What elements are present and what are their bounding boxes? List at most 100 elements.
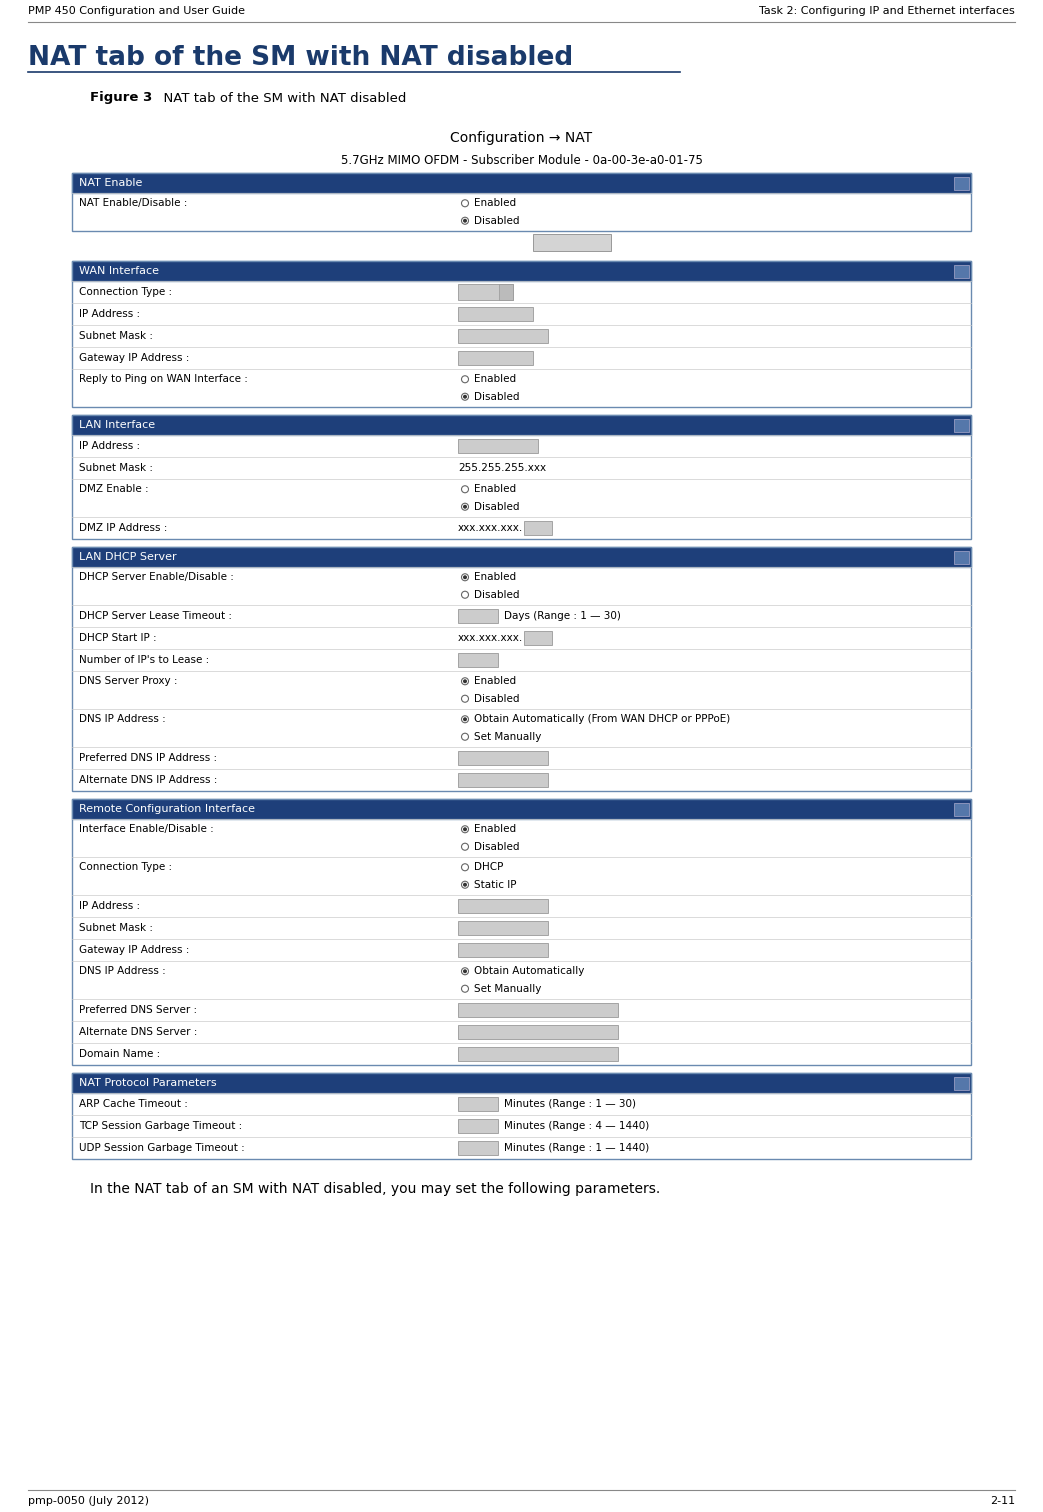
Bar <box>458 307 533 321</box>
Text: LAN DHCP Server: LAN DHCP Server <box>79 552 176 562</box>
Text: DMZ Enable :: DMZ Enable : <box>79 484 148 494</box>
Circle shape <box>461 715 468 723</box>
Bar <box>954 265 969 278</box>
Circle shape <box>461 591 468 599</box>
Text: DHCP: DHCP <box>474 862 504 872</box>
Text: 5.7GHz MIMO OFDM - Subscriber Module - 0a-00-3e-a0-01-75: 5.7GHz MIMO OFDM - Subscriber Module - 0… <box>341 154 702 166</box>
Text: Figure 3: Figure 3 <box>90 92 152 104</box>
Circle shape <box>461 503 468 510</box>
Text: ≡: ≡ <box>957 420 966 429</box>
Circle shape <box>461 573 468 581</box>
Text: Disabled: Disabled <box>474 392 519 402</box>
Bar <box>524 631 552 646</box>
Text: 0.0.0.0: 0.0.0.0 <box>461 1005 494 1015</box>
Text: IP Address :: IP Address : <box>79 308 140 319</box>
Text: DNS IP Address :: DNS IP Address : <box>79 966 166 977</box>
Circle shape <box>463 717 467 721</box>
Text: Disabled: Disabled <box>474 216 519 225</box>
Text: ▼: ▼ <box>504 289 509 295</box>
Text: 0.0.0.0: 0.0.0.0 <box>461 753 494 764</box>
Text: IP Address :: IP Address : <box>79 901 140 912</box>
Bar <box>72 798 971 1064</box>
Circle shape <box>461 844 468 850</box>
Text: Set Manually: Set Manually <box>474 984 541 993</box>
Circle shape <box>463 505 467 508</box>
Text: Days (Range : 1 — 30): Days (Range : 1 — 30) <box>504 611 621 621</box>
Text: 30: 30 <box>461 611 474 621</box>
Circle shape <box>463 679 467 683</box>
Text: Subnet Mask :: Subnet Mask : <box>79 331 153 342</box>
Text: Task 2: Configuring IP and Ethernet interfaces: Task 2: Configuring IP and Ethernet inte… <box>759 6 1015 17</box>
Text: DHCP Server Lease Timeout :: DHCP Server Lease Timeout : <box>79 611 232 621</box>
Text: Disabled: Disabled <box>474 694 519 703</box>
Text: Obtain Automatically: Obtain Automatically <box>474 966 584 977</box>
Text: xxx.xxx.xxx.: xxx.xxx.xxx. <box>458 634 524 643</box>
Bar <box>458 900 548 913</box>
Circle shape <box>461 218 468 224</box>
Text: Domain Name :: Domain Name : <box>79 1049 161 1058</box>
Text: Set Manually: Set Manually <box>474 732 541 742</box>
Text: 2-11: 2-11 <box>990 1495 1015 1506</box>
Text: ≡: ≡ <box>957 804 966 813</box>
Text: NAT Protocol Parameters: NAT Protocol Parameters <box>79 1078 217 1089</box>
Text: NAT tab of the SM with NAT disabled: NAT tab of the SM with NAT disabled <box>155 92 407 104</box>
Bar <box>954 550 969 564</box>
Text: UDP Session Garbage Timeout :: UDP Session Garbage Timeout : <box>79 1143 245 1154</box>
Text: Enabled: Enabled <box>474 572 516 582</box>
Text: Reply to Ping on WAN Interface :: Reply to Ping on WAN Interface : <box>79 373 248 384</box>
Text: IP Address :: IP Address : <box>79 442 140 451</box>
Text: 50: 50 <box>461 655 474 665</box>
Bar <box>499 284 513 299</box>
Bar <box>458 1046 618 1061</box>
Text: Number of IP's to Lease :: Number of IP's to Lease : <box>79 655 210 665</box>
Bar <box>954 803 969 815</box>
Bar <box>458 1119 498 1132</box>
Text: 4: 4 <box>461 1143 467 1154</box>
Text: DNS IP Address :: DNS IP Address : <box>79 714 166 724</box>
Bar <box>954 1077 969 1090</box>
Text: Preferred DNS IP Address :: Preferred DNS IP Address : <box>79 753 217 764</box>
Bar <box>458 284 513 299</box>
Bar <box>72 1074 971 1160</box>
Text: ≡: ≡ <box>957 1078 966 1089</box>
Text: Minutes (Range : 1 — 30): Minutes (Range : 1 — 30) <box>504 1099 636 1108</box>
Circle shape <box>461 826 468 833</box>
Text: 2: 2 <box>527 634 533 643</box>
Circle shape <box>461 696 468 702</box>
Circle shape <box>461 968 468 975</box>
Text: In the NAT tab of an SM with NAT disabled, you may set the following parameters.: In the NAT tab of an SM with NAT disable… <box>90 1182 660 1196</box>
Bar <box>72 414 971 435</box>
Circle shape <box>461 733 468 741</box>
Circle shape <box>461 881 468 888</box>
Bar <box>72 262 971 281</box>
Text: Enabled: Enabled <box>474 484 516 494</box>
Bar <box>458 609 498 623</box>
Text: 52: 52 <box>527 523 539 534</box>
Bar <box>72 798 971 820</box>
Circle shape <box>461 485 468 493</box>
Text: Gateway IP Address :: Gateway IP Address : <box>79 352 190 363</box>
Text: 255.255.255.xxx: 255.255.255.xxx <box>458 463 547 473</box>
Text: WAN Interface: WAN Interface <box>79 266 159 277</box>
Text: NAT Enable: NAT Enable <box>79 178 143 187</box>
Text: 0.0.0.0: 0.0.0.0 <box>461 308 494 319</box>
Text: example.com: example.com <box>461 1049 527 1058</box>
Text: PMP 450 Configuration and User Guide: PMP 450 Configuration and User Guide <box>28 6 245 17</box>
Text: 20: 20 <box>461 1099 474 1108</box>
Circle shape <box>461 393 468 401</box>
Circle shape <box>461 986 468 992</box>
Circle shape <box>461 200 468 207</box>
Text: Alternate DNS IP Address :: Alternate DNS IP Address : <box>79 776 217 785</box>
Bar <box>954 177 969 189</box>
Bar <box>72 547 971 791</box>
Text: Enabled: Enabled <box>474 824 516 835</box>
Bar <box>458 330 548 343</box>
Text: Save Changes: Save Changes <box>534 237 609 248</box>
Text: NAT Enable/Disable :: NAT Enable/Disable : <box>79 198 188 209</box>
Text: Subnet Mask :: Subnet Mask : <box>79 463 153 473</box>
Text: DNS Server Proxy :: DNS Server Proxy : <box>79 676 177 686</box>
Bar <box>458 1098 498 1111</box>
Text: DHCP: DHCP <box>461 287 490 296</box>
Bar <box>458 943 548 957</box>
Text: Disabled: Disabled <box>474 590 519 600</box>
